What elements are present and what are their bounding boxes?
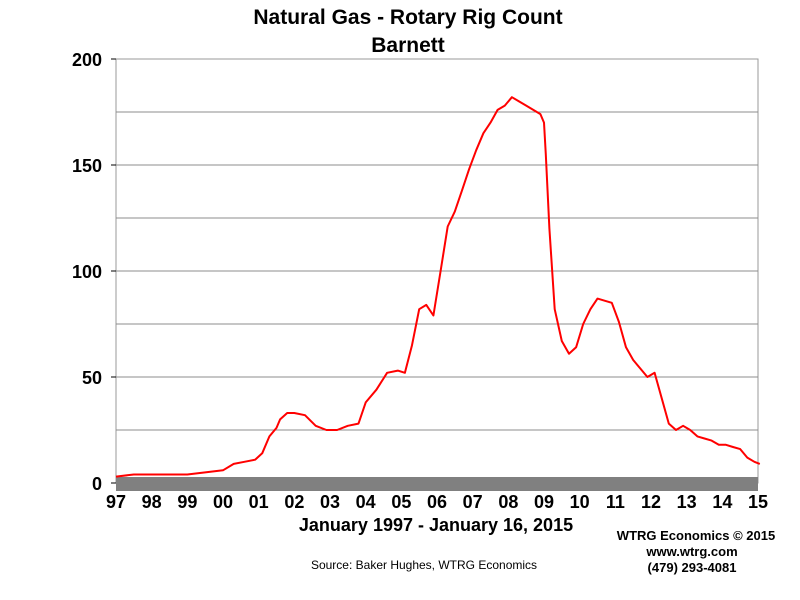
chart-subtitle: Barnett <box>371 34 445 57</box>
credit-phone: (479) 293-4081 <box>648 560 737 575</box>
y-axis-ticks: 0 50 100 150 200 <box>72 50 116 494</box>
x-tick-label: 07 <box>463 492 483 512</box>
x-tick-label: 14 <box>712 492 732 512</box>
x-tick-label: 09 <box>534 492 554 512</box>
baseline-band <box>116 477 758 491</box>
y-tick-label: 100 <box>72 262 102 282</box>
x-axis-ticks: 97 98 99 00 01 02 03 04 05 06 07 08 09 10 11 12 13 14 15 <box>106 492 768 512</box>
source-note: Source: Baker Hughes, WTRG Economics <box>311 558 537 572</box>
y-tick-label: 50 <box>82 368 102 388</box>
x-tick-label: 11 <box>606 492 625 512</box>
plot-area: 0 50 100 150 200 97 98 99 00 01 02 03 04 05 06 07 08 09 1… <box>72 50 768 512</box>
x-tick-label: 00 <box>213 492 233 512</box>
series-layer <box>115 96 761 478</box>
x-tick-label: 05 <box>391 492 411 512</box>
y-tick-label: 150 <box>72 156 102 176</box>
x-axis-label: January 1997 - January 16, 2015 <box>299 515 573 535</box>
x-tick-label: 12 <box>641 492 661 512</box>
x-tick-label: 13 <box>677 492 697 512</box>
credit-website: www.wtrg.com <box>645 544 737 559</box>
x-tick-label: 08 <box>498 492 518 512</box>
x-tick-label: 10 <box>570 492 590 512</box>
y-tick-label: 200 <box>72 50 102 70</box>
x-tick-label: 06 <box>427 492 447 512</box>
x-tick-label: 02 <box>284 492 304 512</box>
y-tick-label: 0 <box>92 474 102 494</box>
gridlines <box>116 111 758 431</box>
chart-title: Natural Gas - Rotary Rig Count <box>253 6 562 29</box>
series-line-0 <box>115 96 761 478</box>
x-tick-label: 15 <box>748 492 768 512</box>
x-tick-label: 97 <box>106 492 126 512</box>
x-tick-label: 99 <box>177 492 197 512</box>
x-tick-label: 04 <box>356 492 376 512</box>
credit-company: WTRG Economics © 2015 <box>617 528 775 543</box>
x-tick-label: 03 <box>320 492 340 512</box>
x-tick-label: 01 <box>249 492 269 512</box>
x-tick-label: 98 <box>142 492 162 512</box>
